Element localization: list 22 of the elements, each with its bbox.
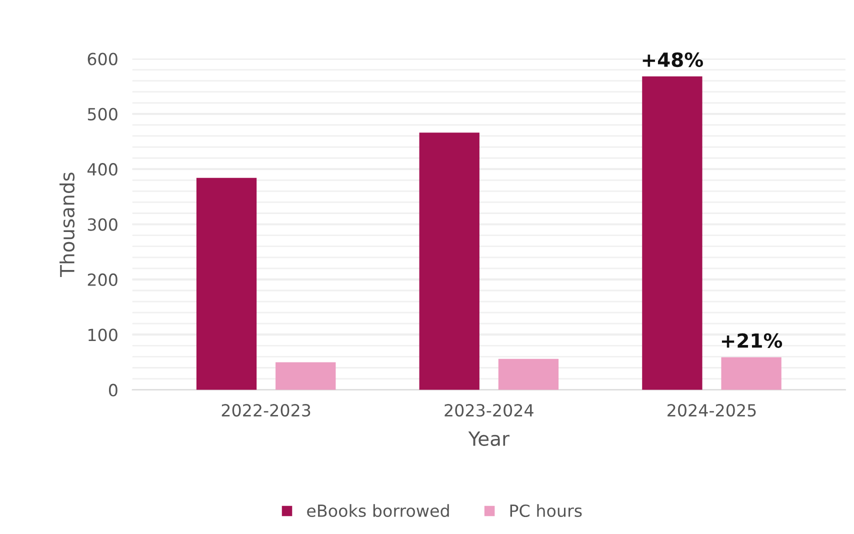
y-tick-label: 200	[88, 273, 118, 286]
legend-label: PC hours	[510, 504, 582, 518]
x-tick-label: 2024-2025	[668, 404, 756, 417]
legend-label: eBooks borrowed	[307, 504, 449, 518]
y-tick-label: 300	[88, 218, 118, 231]
x-tick-label: 2023-2024	[444, 404, 534, 417]
bar	[419, 132, 480, 390]
x-tick-label: 2022-2023	[222, 404, 310, 417]
bar	[276, 362, 336, 390]
y-axis-title: Thousands	[60, 172, 75, 277]
x-axis-title: Year	[468, 432, 510, 446]
y-tick-label: 500	[88, 108, 118, 120]
y-tick-label: 0	[108, 384, 118, 396]
annotation: +48%	[642, 52, 703, 68]
annotation: +21%	[722, 333, 782, 348]
bar	[196, 178, 257, 390]
bar	[642, 76, 702, 390]
y-tick-label: 100	[88, 328, 118, 342]
bar	[498, 358, 559, 390]
bar	[721, 357, 782, 390]
y-tick-label: 400	[87, 163, 118, 176]
y-tick-label: 600	[88, 52, 118, 66]
